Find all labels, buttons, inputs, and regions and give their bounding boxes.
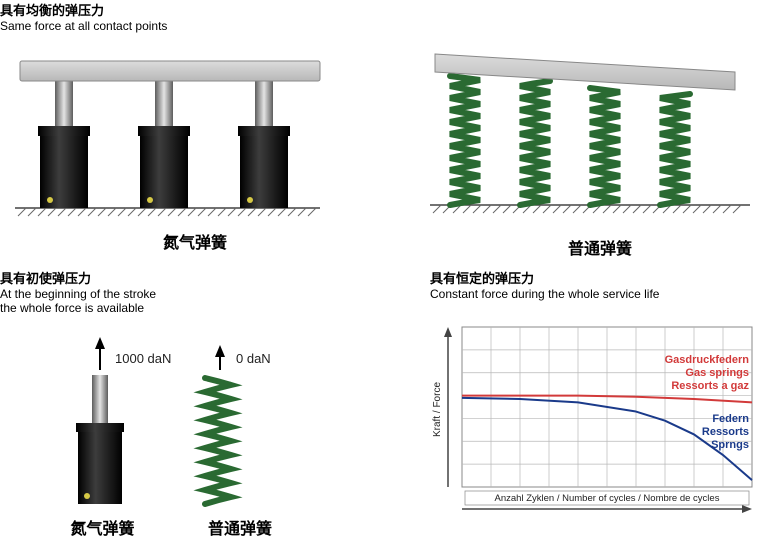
gas-spring-1 bbox=[38, 81, 90, 208]
section-same-force-gas: 具有均衡的弹压力 Same force at all contact point… bbox=[0, 0, 390, 253]
gas-spring-array-svg bbox=[0, 33, 330, 218]
s1-title-en: Same force at all contact points bbox=[0, 19, 390, 33]
coil-2 bbox=[520, 81, 550, 205]
top-plate-tilted bbox=[435, 54, 735, 90]
legend-coil: Ressorts bbox=[702, 426, 749, 438]
s3-title-en: Constant force during the whole service … bbox=[430, 287, 770, 301]
s2-cap-coil: 普通弹簧 bbox=[180, 515, 300, 539]
s1-title-cn: 具有均衡的弹压力 bbox=[0, 0, 390, 19]
legend-coil: Federn bbox=[712, 413, 749, 425]
section-constant-force: 具有恒定的弹压力 Constant force during the whole… bbox=[430, 268, 770, 534]
force-cycles-chart: GasdruckfedernGas springsRessorts a gaz F… bbox=[430, 319, 770, 529]
coil-3 bbox=[590, 88, 620, 205]
legend-coil: Sprngs bbox=[711, 439, 749, 451]
arrow-up-icon bbox=[215, 345, 225, 357]
s1-caption-right: 普通弹簧 bbox=[430, 235, 770, 259]
s2-title-cn: 具有初使弹压力 bbox=[0, 268, 390, 287]
s1-caption-left: 氮气弹簧 bbox=[0, 229, 390, 253]
top-plate bbox=[20, 61, 320, 81]
force-coil-label: 0 daN bbox=[236, 351, 271, 366]
coil-4 bbox=[660, 94, 690, 205]
legend-gas: Ressorts a gaz bbox=[671, 380, 749, 392]
arrow-up-icon bbox=[95, 337, 105, 349]
section-same-force-coil: 普通弹簧 bbox=[430, 0, 770, 259]
force-gas-label: 1000 daN bbox=[115, 351, 171, 366]
coil-spring-array-svg bbox=[430, 30, 760, 230]
s2-title-en1: At the beginning of the stroke bbox=[0, 287, 390, 301]
initial-force-svg: 1000 daN 0 daN bbox=[0, 315, 310, 510]
section-initial-force: 具有初使弹压力 At the beginning of the stroke t… bbox=[0, 268, 390, 539]
y-axis-label: Kraft / Force bbox=[432, 382, 443, 437]
legend-gas: Gas springs bbox=[685, 367, 749, 379]
s2-cap-gas: 氮气弹簧 bbox=[25, 515, 180, 539]
legend-gas: Gasdruckfedern bbox=[665, 354, 750, 366]
s2-title-en2: the whole force is available bbox=[0, 301, 390, 315]
gas-spring-3 bbox=[238, 81, 290, 208]
coil-spring-single bbox=[205, 378, 231, 504]
ground-hatch bbox=[15, 208, 320, 216]
coil-1 bbox=[450, 76, 480, 205]
s3-title-cn: 具有恒定的弹压力 bbox=[430, 268, 770, 287]
gas-spring-2 bbox=[138, 81, 190, 208]
x-axis-label: Anzahl Zyklen / Number of cycles / Nombr… bbox=[495, 493, 720, 504]
